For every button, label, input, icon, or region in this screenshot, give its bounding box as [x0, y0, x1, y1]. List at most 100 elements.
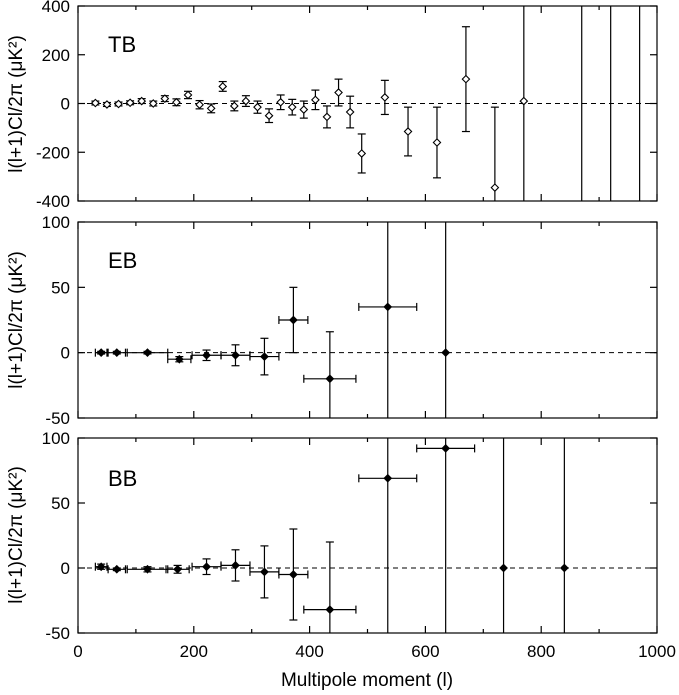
bb-diamond-marker [96, 562, 106, 572]
eb-diamond-marker [143, 348, 152, 358]
tb-diamond-marker [519, 96, 529, 106]
bb-diamond-marker [325, 605, 335, 614]
tb-diamond-marker [253, 102, 262, 112]
eb-data-point [107, 348, 127, 358]
eb-data-points [94, 222, 451, 418]
tb-data-point [206, 103, 216, 114]
eb-diamond-marker [289, 315, 298, 325]
eb-data-point [303, 331, 357, 418]
tb-diamond-marker [403, 127, 413, 136]
bb-data-point [94, 562, 108, 572]
bb-diamond-marker [559, 563, 569, 573]
tb-data-point [287, 98, 297, 116]
tb-diamond-marker [195, 100, 204, 110]
eb-data-point [249, 337, 280, 376]
eb-data-point [94, 348, 108, 358]
tb-diamond-marker [206, 103, 216, 113]
eb-data-point [220, 344, 251, 367]
eb-diamond-marker [231, 350, 240, 360]
bb-diamond-marker [143, 564, 152, 574]
x-tick-label: 600 [411, 642, 439, 661]
eb-diamond-marker [96, 348, 106, 358]
tb-data-point [299, 100, 309, 119]
tb-data-point [357, 133, 367, 174]
tb-diamond-marker [90, 98, 100, 108]
bb-ytick-label: 100 [42, 429, 70, 448]
tb-data-point [490, 106, 500, 201]
tb-diamond-marker [102, 100, 112, 109]
x-tick-label: 1000 [638, 642, 676, 661]
tb-data-point [432, 106, 442, 179]
tb-diamond-marker [229, 101, 239, 111]
eb-diamond-marker [112, 348, 122, 358]
tb-diamond-marker [125, 98, 135, 108]
tb-diamond-marker [148, 99, 158, 108]
tb-data-point [137, 96, 147, 106]
bb-data-point [126, 564, 169, 574]
bb-diamond-marker [260, 567, 269, 577]
tb-data-point [90, 98, 100, 108]
tb-data-point [241, 95, 251, 108]
bb-data-point [220, 549, 251, 582]
tb-diamond-marker [218, 82, 228, 91]
tb-diamond-marker [114, 99, 123, 109]
tb-data-points [90, 6, 641, 201]
eb-diamond-marker [260, 352, 269, 361]
bb-data-point [191, 558, 222, 576]
tb-data-point [218, 80, 228, 92]
tb-data-point [461, 26, 471, 133]
tb-y-axis-label: l(l+1)Cl/2π (μK²) [6, 35, 27, 173]
tb-ytick-label: -400 [36, 192, 70, 211]
tb-diamond-marker [264, 111, 274, 121]
tb-data-point [114, 99, 123, 109]
eb-ytick-label: 50 [51, 278, 70, 297]
tb-data-point [403, 106, 413, 157]
bb-diamond-marker [499, 563, 508, 573]
panel-eb: EB l(l+1)Cl/2π (μK²) -50 0 50 100 [6, 213, 658, 428]
eb-ytick-label: 0 [61, 344, 70, 363]
tb-diamond-marker [241, 96, 251, 106]
eb-ticks: -50 0 50 100 [42, 213, 658, 428]
eb-y-axis-label: l(l+1)Cl/2π (μK²) [6, 251, 27, 389]
eb-ytick-label: 100 [42, 213, 70, 232]
eb-ytick-label: -50 [45, 409, 70, 428]
bb-data-point [499, 438, 508, 633]
tb-data-point [125, 98, 135, 108]
bb-ticks: -50 0 50 100 [42, 429, 658, 643]
tb-data-point [322, 105, 332, 129]
tb-diamond-marker [160, 94, 170, 104]
x-tick-label: 0 [73, 642, 82, 661]
tb-diamond-marker [137, 96, 147, 106]
eb-data-point [358, 222, 418, 418]
bb-ytick-label: -50 [45, 624, 70, 643]
bb-data-points [94, 438, 569, 633]
bb-panel-label: BB [108, 466, 137, 491]
eb-data-point [167, 354, 192, 364]
bb-diamond-marker [202, 562, 211, 572]
tb-ytick-label: 0 [61, 95, 70, 114]
x-tick-label: 400 [295, 642, 323, 661]
tb-diamond-marker [334, 88, 343, 97]
tb-diamond-marker [183, 90, 193, 100]
bb-data-point [559, 438, 569, 633]
tb-ytick-label: -200 [36, 143, 70, 162]
tb-diamond-marker [345, 107, 355, 117]
bb-data-point [165, 564, 190, 574]
tb-data-point [253, 100, 262, 114]
tb-data-point [380, 79, 390, 116]
tb-data-point [172, 97, 181, 107]
tb-ticks: -400 -200 0 200 400 [36, 0, 658, 211]
tb-data-point [334, 78, 343, 107]
bb-diamond-marker [173, 564, 182, 574]
tb-data-point [102, 100, 112, 109]
tb-panel-label: TB [108, 32, 136, 57]
tb-ytick-label: 200 [42, 46, 70, 65]
eb-diamond-marker [383, 302, 393, 312]
tb-diamond-marker [432, 138, 442, 147]
eb-diamond-marker [202, 350, 211, 360]
eb-panel-label: EB [108, 248, 137, 273]
eb-diamond-marker [441, 348, 451, 358]
eb-data-point [191, 349, 222, 362]
bb-data-point [278, 528, 309, 621]
